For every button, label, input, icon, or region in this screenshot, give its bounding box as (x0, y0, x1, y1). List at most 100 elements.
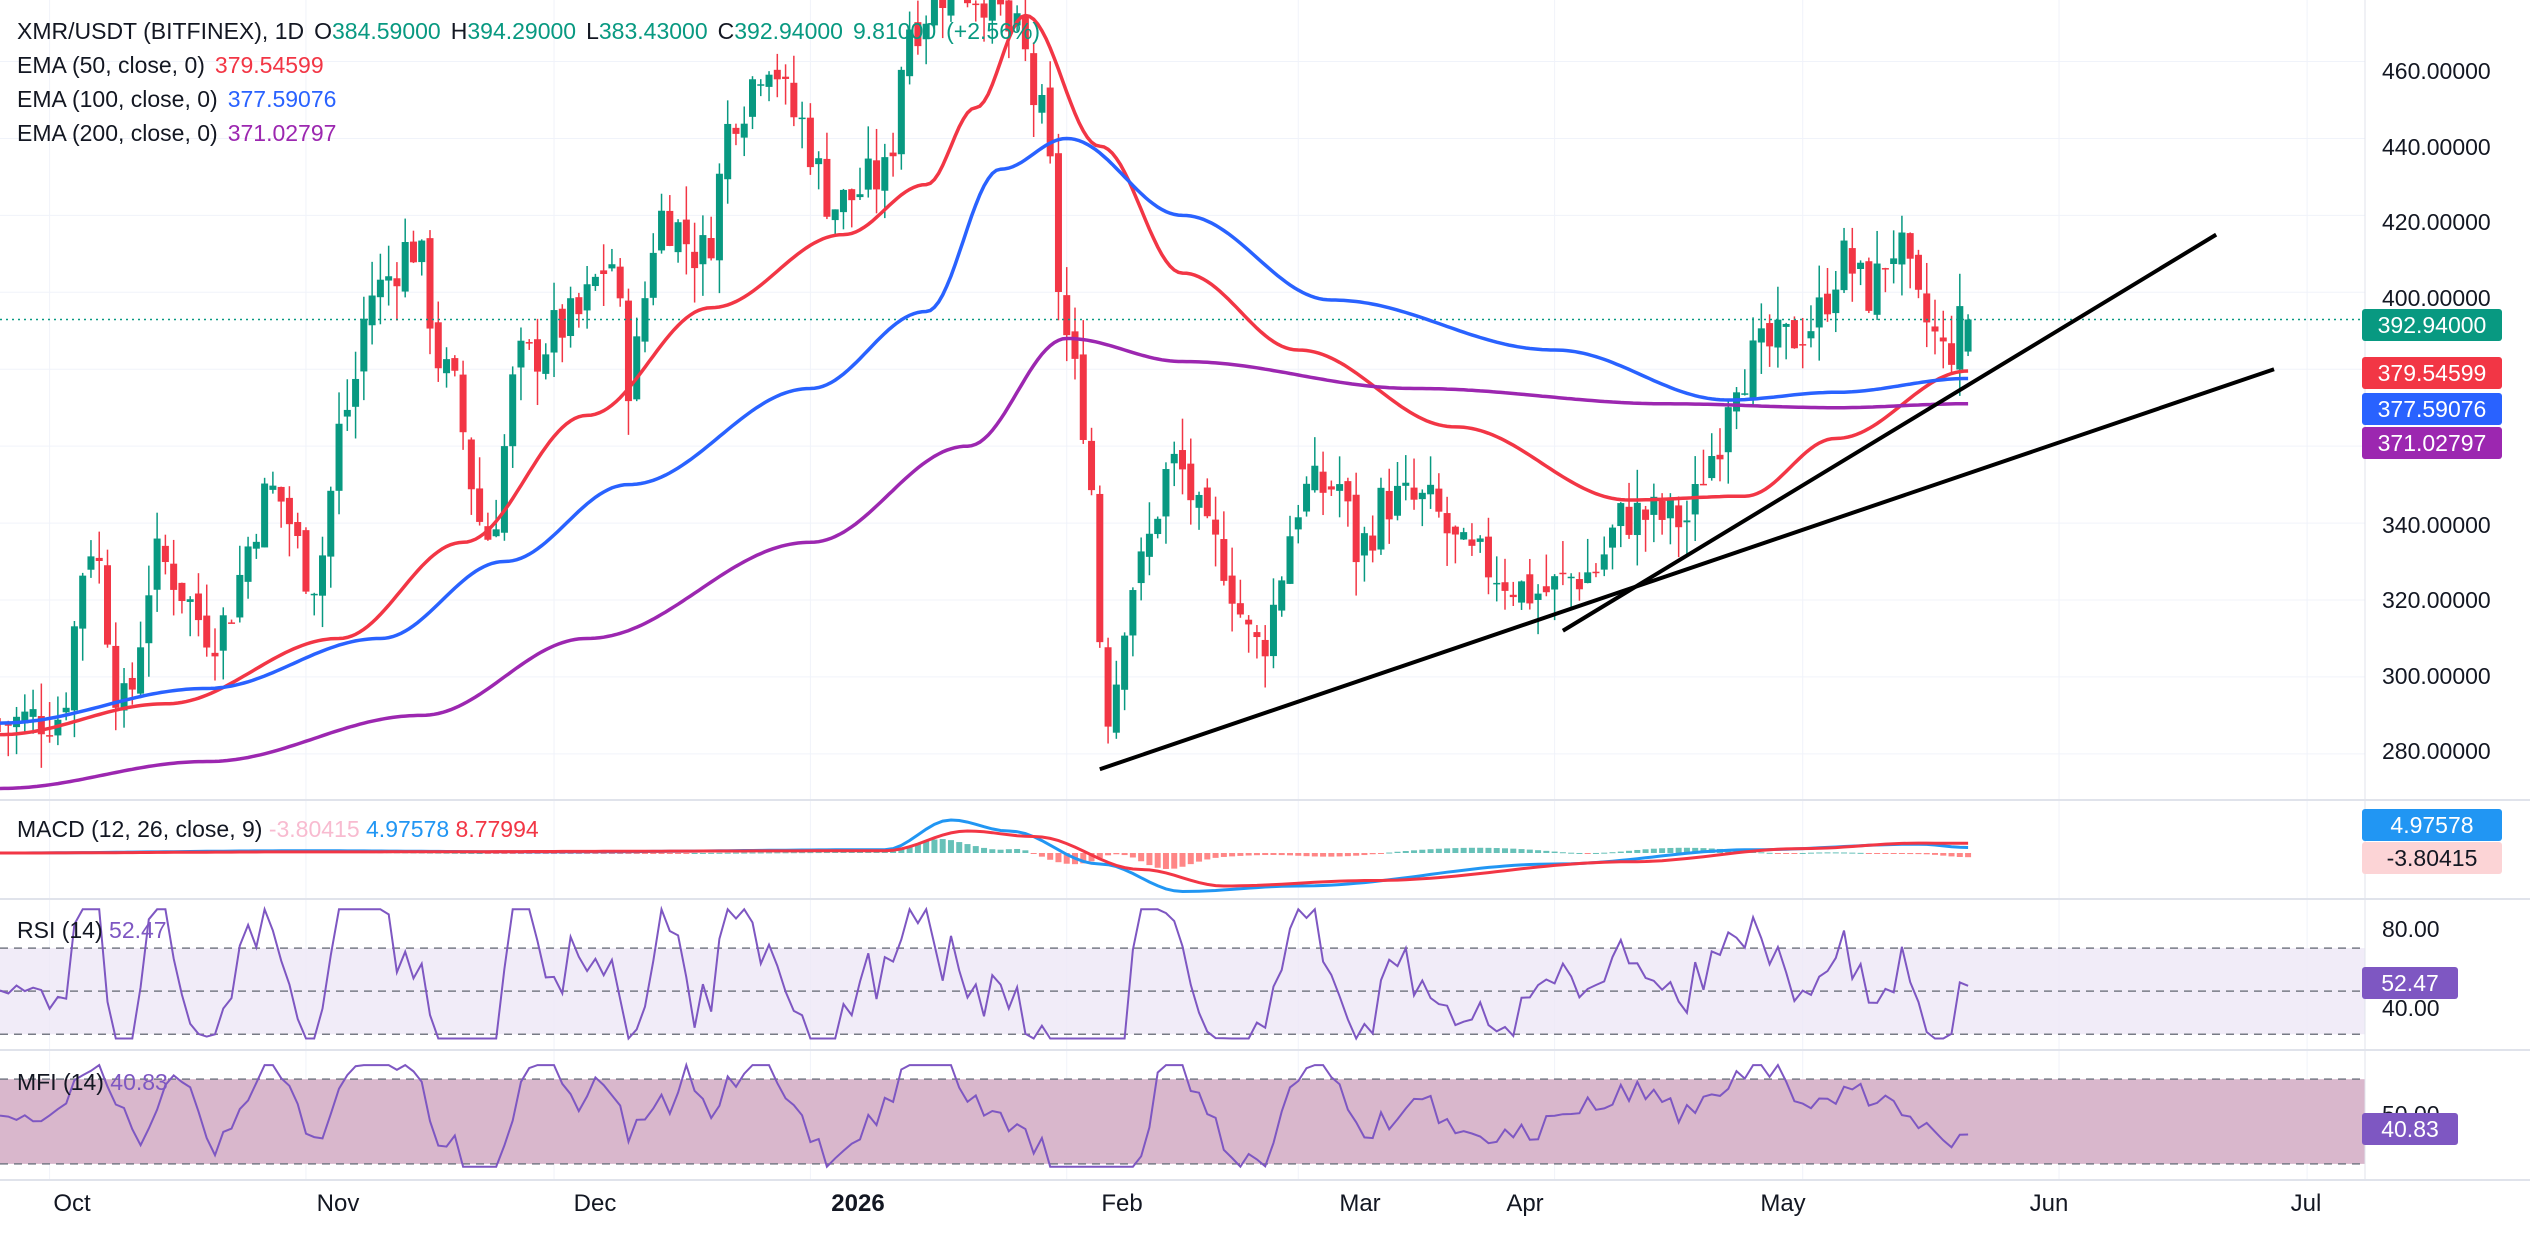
candle-body (46, 735, 54, 737)
candle-body (715, 173, 723, 261)
candle-body (1931, 326, 1939, 332)
candle-body (1633, 502, 1641, 536)
candle-body (1741, 393, 1749, 395)
close-label: C (717, 18, 735, 44)
candle-body (1518, 581, 1526, 603)
candle-body (823, 158, 831, 217)
macd-histogram-bar (575, 853, 582, 854)
macd-histogram-bar (1485, 847, 1492, 853)
candle-body (244, 546, 252, 582)
macd-histogram-bar (1667, 847, 1674, 853)
candle-body (343, 409, 351, 417)
mfi-band (0, 1078, 2365, 1165)
candle-body (740, 123, 748, 138)
rsi-legend[interactable]: RSI (14) 52.47 (17, 917, 167, 944)
last-price-tag: 392.94000 (2362, 309, 2502, 341)
candle-body (939, 0, 947, 9)
macd-legend[interactable]: MACD (12, 26, close, 9) -3.80415 4.97578… (17, 816, 539, 843)
macd-histogram-bar (906, 846, 913, 853)
candle-body (1782, 323, 1790, 327)
candle-body (674, 222, 682, 253)
candle-body (1096, 493, 1104, 643)
pane-dividers (0, 0, 2530, 1181)
ema50-legend[interactable]: EMA (50, close, 0) 379.54599 (17, 50, 334, 81)
mfi-legend[interactable]: MFI (14) 40.83 (17, 1069, 168, 1096)
candle-body (1038, 95, 1046, 113)
candle-body (1236, 603, 1244, 615)
macd-histogram-bar (1882, 853, 1889, 854)
candle-body (856, 194, 864, 198)
macd-histogram-bar (1477, 847, 1484, 853)
candle-body (682, 219, 690, 245)
macd-histogram-bar (881, 851, 888, 853)
macd-histogram-bar (443, 852, 450, 854)
candle-body (848, 189, 856, 201)
symbol-title[interactable]: XMR/USDT (BITFINEX), 1D (17, 18, 305, 44)
macd-histogram-bar (1129, 853, 1136, 858)
macd-histogram-bar (931, 839, 938, 853)
candle-body (1435, 488, 1443, 512)
macd-histogram-bar (1402, 851, 1409, 853)
ema100-value: 377.59076 (227, 86, 337, 112)
candle-body (327, 490, 335, 557)
macd-histogram-bar (1774, 853, 1781, 854)
candle-body (666, 210, 674, 246)
candle-body (1311, 465, 1319, 491)
open-label: O (314, 18, 332, 44)
macd-histogram-bar (1601, 852, 1608, 854)
macd-histogram-bar (807, 852, 814, 854)
macd-histogram-bar (1353, 853, 1360, 856)
macd-signal-value: 8.77994 (455, 816, 539, 842)
macd-histogram-bar (972, 846, 979, 853)
candle-body (567, 298, 575, 337)
macd-histogram-bar (1849, 852, 1856, 854)
candle-body (385, 276, 393, 281)
macd-histogram-bar (1857, 852, 1864, 854)
macd-histogram-bar (774, 852, 781, 854)
candle-body (236, 574, 244, 618)
macd-histogram-bar (1229, 853, 1236, 857)
candle-body (798, 117, 806, 120)
macd-histogram-bar (1609, 852, 1616, 854)
macd-histogram-bar (567, 853, 574, 854)
macd-histogram-bar (1890, 853, 1897, 854)
candle-body (95, 557, 103, 561)
candle-body (1129, 590, 1137, 636)
low-value: 383.43000 (598, 18, 708, 44)
macd-histogram-bar (815, 852, 822, 854)
change-percent: (+2.56%) (946, 18, 1041, 44)
candle-body (1923, 293, 1931, 323)
candle-body (476, 488, 484, 522)
macd-histogram-bar (947, 840, 954, 853)
candle-body (418, 240, 426, 263)
macd-histogram-bar (699, 852, 706, 854)
candle-body (790, 82, 798, 118)
candle-body (906, 29, 914, 77)
ema50-value: 379.54599 (214, 52, 324, 78)
macd-histogram-bar (1841, 852, 1848, 854)
ema-lines (0, 13, 1969, 791)
candle-body (112, 645, 120, 708)
macd-hist-value: -3.80415 (268, 816, 360, 842)
macd-histogram-bar (642, 853, 648, 854)
candle-body (1509, 594, 1517, 598)
ema200-label: EMA (200, close, 0) (17, 120, 218, 146)
ema100-legend[interactable]: EMA (100, close, 0) 377.59076 (17, 84, 346, 115)
macd-histogram-bar (592, 853, 599, 854)
macd-histogram-bar (633, 853, 640, 854)
macd-histogram-bar (1361, 853, 1368, 856)
candle-body (1658, 500, 1666, 520)
candle-body (319, 555, 326, 596)
macd-histogram-bar (1832, 852, 1839, 854)
candle-body (277, 486, 285, 502)
candle-body (211, 652, 219, 657)
candle-body (1592, 571, 1600, 574)
candle-body (467, 439, 475, 490)
candle-body (1584, 572, 1592, 584)
ema200-legend[interactable]: EMA (200, close, 0) 371.02797 (17, 118, 346, 149)
macd-histogram-bar (1865, 853, 1872, 854)
candle-body (1410, 487, 1418, 500)
candle-body (228, 622, 236, 624)
macd-histogram-bar (898, 849, 905, 853)
